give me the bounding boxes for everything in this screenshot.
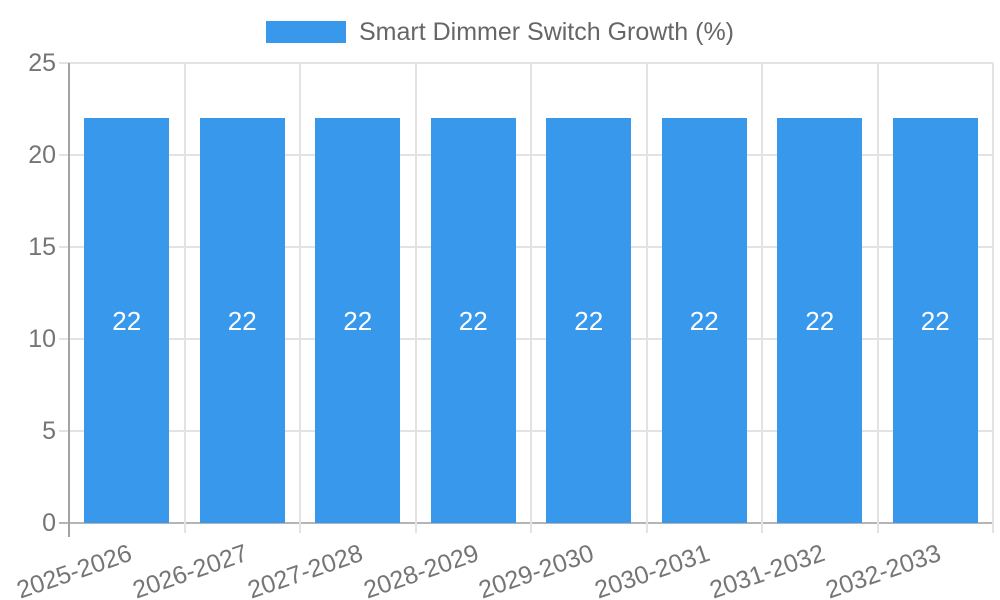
bar-value-label: 22 [458,305,488,336]
bar-value-label: 22 [343,305,373,336]
bar-value-label: 22 [227,305,257,336]
gridline-v [645,63,648,533]
bar-value-label: 22 [112,305,142,336]
gridline-v [299,63,301,533]
x-tick-label: 2025-2026 [13,539,136,600]
bar[interactable] [546,118,632,523]
bar[interactable] [199,118,285,523]
x-tick-label: 2030-2031 [590,539,714,600]
gridline-v [876,63,879,533]
y-tick-label: 0 [42,509,56,537]
x-axis-baseline [59,522,993,524]
legend[interactable]: Smart Dimmer Switch Growth (%) [0,17,1000,47]
bar[interactable] [315,118,401,523]
x-tick-label: 2028-2029 [359,539,483,600]
bar-value-label: 22 [920,305,950,336]
gridline-v [761,63,763,533]
gridline-h [59,246,993,248]
legend-swatch [265,21,346,43]
y-tick-label: 20 [28,141,56,169]
gridline-h [59,62,993,64]
bar[interactable] [777,118,863,523]
bar[interactable] [84,118,170,523]
gridline-v [183,63,186,533]
x-tick-label: 2032-2033 [821,539,945,600]
y-tick-label: 25 [28,49,56,77]
bar-value-label: 22 [689,305,719,336]
bar[interactable] [892,118,978,523]
gridline-v [992,63,994,533]
bar-value-label: 22 [574,305,604,336]
x-tick-label: 2031-2032 [706,539,829,600]
bar-value-label: 22 [805,305,835,336]
bar[interactable] [661,118,747,523]
x-tick-label: 2029-2030 [475,539,598,600]
gridline-h [59,430,993,432]
gridline-h [59,338,993,340]
x-tick-label: 2027-2028 [244,539,367,600]
x-tick-label: 2026-2027 [128,539,252,600]
y-tick-label: 5 [42,417,56,445]
y-axis-line [68,63,70,537]
bar[interactable] [430,118,516,523]
legend-label: Smart Dimmer Switch Growth (%) [358,18,735,46]
gridline-v [530,63,532,533]
y-tick-label: 10 [28,325,56,353]
y-tick-label: 15 [28,233,56,261]
gridline-h [59,154,993,156]
gridline-v [414,63,417,533]
